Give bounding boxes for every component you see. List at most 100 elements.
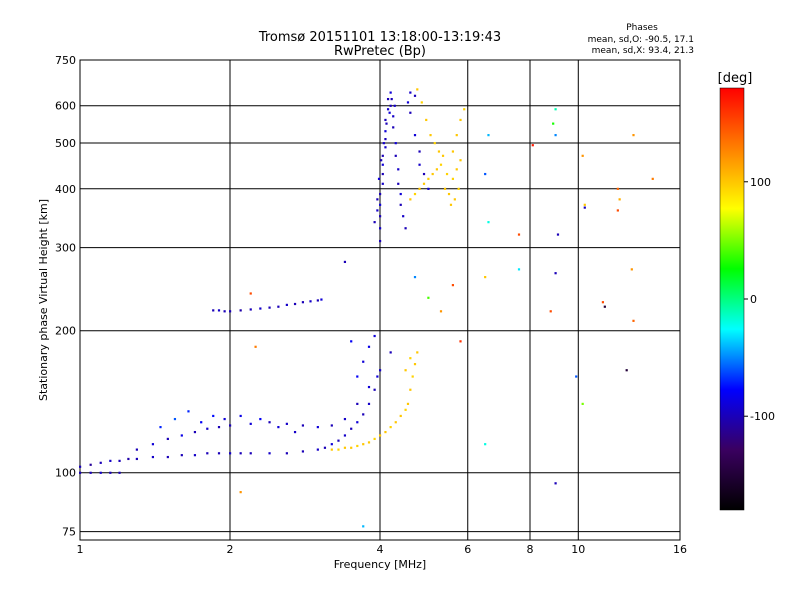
data-point xyxy=(277,426,280,429)
chart-title: Tromsø 20151101 13:18:00-13:19:43 xyxy=(258,30,501,45)
data-point xyxy=(367,345,371,348)
x-axis-label: Frequency [MHz] xyxy=(334,558,426,571)
data-point xyxy=(380,159,383,162)
data-point xyxy=(151,455,155,459)
data-point xyxy=(418,163,421,166)
data-point xyxy=(376,198,379,201)
data-point xyxy=(379,203,382,206)
data-point xyxy=(392,115,395,118)
data-point xyxy=(451,284,455,287)
data-point xyxy=(193,430,197,434)
data-point xyxy=(135,457,138,461)
data-point xyxy=(554,108,557,111)
data-point xyxy=(343,417,347,421)
data-point xyxy=(384,146,387,149)
data-point xyxy=(337,439,340,442)
data-point xyxy=(394,154,397,157)
data-point xyxy=(259,307,262,310)
data-point xyxy=(459,340,462,343)
data-point xyxy=(89,463,92,466)
data-point xyxy=(451,177,455,180)
data-point xyxy=(268,421,271,424)
data-point xyxy=(393,104,396,107)
data-point xyxy=(379,227,382,230)
data-point xyxy=(239,309,242,312)
data-point xyxy=(413,275,417,279)
data-point xyxy=(362,413,365,416)
data-point xyxy=(356,375,359,378)
data-point xyxy=(99,461,102,464)
data-point xyxy=(350,340,353,343)
data-point xyxy=(389,104,392,107)
data-point xyxy=(437,150,441,153)
data-point xyxy=(422,172,426,176)
data-point xyxy=(166,455,169,459)
chart-subtitle: RwPretec (Bp) xyxy=(334,44,426,59)
data-point xyxy=(632,319,635,322)
colorbar: [deg] 100 0 -100 xyxy=(718,71,775,511)
data-point xyxy=(413,363,417,366)
data-point xyxy=(379,239,382,243)
data-point xyxy=(427,177,430,180)
data-point xyxy=(409,388,412,391)
data-point xyxy=(409,198,412,201)
data-point xyxy=(552,122,555,125)
data-point xyxy=(193,454,197,457)
data-point xyxy=(330,424,333,427)
data-point xyxy=(316,426,319,429)
data-point xyxy=(362,443,365,446)
data-point xyxy=(259,417,262,421)
data-point xyxy=(455,134,458,137)
data-point xyxy=(397,168,400,171)
data-point xyxy=(356,444,359,448)
data-point xyxy=(285,422,288,425)
data-point xyxy=(439,163,443,166)
data-point xyxy=(455,168,458,171)
y-tick-label: 600 xyxy=(55,100,76,113)
data-point xyxy=(581,154,584,157)
x-tick-label: 10 xyxy=(571,543,585,556)
data-point xyxy=(377,177,381,180)
data-point xyxy=(285,303,288,306)
data-point xyxy=(392,126,395,129)
data-point xyxy=(459,118,462,122)
data-point xyxy=(394,142,397,145)
data-point xyxy=(517,268,521,271)
data-point xyxy=(382,142,385,145)
data-point xyxy=(549,310,552,313)
x-tick-label: 2 xyxy=(227,543,234,556)
x-axis-ticks: 1 2 4 6 8 10 16 xyxy=(77,543,688,556)
data-point xyxy=(151,443,155,446)
data-point xyxy=(79,471,82,474)
data-point xyxy=(616,209,619,212)
data-point xyxy=(187,410,190,413)
data-point xyxy=(285,452,288,455)
y-tick-label: 200 xyxy=(55,325,76,338)
colorbar-ticks: 100 0 -100 xyxy=(744,176,775,423)
data-point xyxy=(397,182,400,185)
data-point xyxy=(413,94,417,97)
x-tick-label: 4 xyxy=(377,543,384,556)
data-point xyxy=(362,525,365,528)
y-tick-label: 100 xyxy=(55,467,76,480)
data-point xyxy=(583,203,586,206)
data-point xyxy=(416,88,419,91)
data-point xyxy=(459,159,462,162)
data-point xyxy=(394,421,397,424)
data-point xyxy=(554,134,557,137)
data-point xyxy=(381,182,384,185)
data-point xyxy=(180,434,183,437)
colorbar-tick-label: 0 xyxy=(750,293,757,306)
data-point xyxy=(316,448,319,451)
x-tick-label: 16 xyxy=(673,543,687,556)
data-point xyxy=(463,108,466,111)
data-point xyxy=(399,414,402,418)
data-point xyxy=(330,448,333,451)
data-point xyxy=(384,430,387,434)
data-point xyxy=(484,275,487,279)
colorbar-tick-label: 100 xyxy=(750,176,771,189)
data-point xyxy=(406,402,410,405)
data-point xyxy=(293,302,297,306)
data-point xyxy=(229,424,232,427)
